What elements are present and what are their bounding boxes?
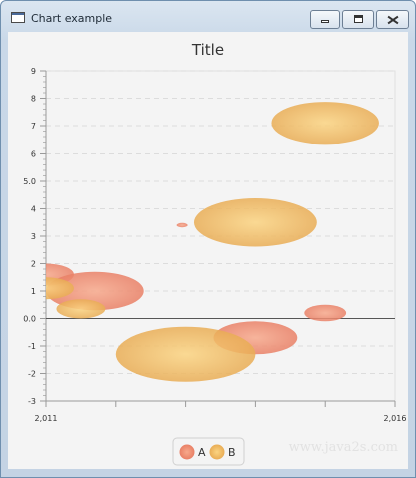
- y-tick-label: 9: [31, 67, 36, 76]
- legend-symbol-a: [179, 444, 195, 460]
- bubble-b: [193, 198, 317, 247]
- x-tick-label: 2,011: [35, 414, 58, 423]
- y-tick-label: 3: [31, 232, 36, 241]
- window-icon: [11, 12, 25, 23]
- y-tick-label: 5.0: [23, 177, 36, 186]
- bubble-a: [176, 222, 188, 228]
- minimize-button[interactable]: [310, 10, 340, 29]
- bubble-b: [271, 102, 379, 145]
- window-title: Chart example: [31, 12, 113, 25]
- y-tick-label: -2: [28, 370, 36, 379]
- y-tick-label: 4: [31, 205, 36, 214]
- close-button[interactable]: [376, 10, 409, 29]
- bubble-b: [46, 277, 74, 300]
- watermark: www.java2s.com: [288, 440, 398, 455]
- legend-label-b: B: [228, 446, 236, 459]
- maximize-button[interactable]: [342, 10, 374, 29]
- y-tick-label: 1: [31, 287, 36, 296]
- x-tick-label: 2,016: [384, 414, 407, 423]
- legend-symbol-b: [209, 444, 225, 460]
- title-bar[interactable]: Chart example: [1, 1, 415, 31]
- bubble-b: [56, 299, 106, 319]
- y-tick-label: 0.0: [23, 315, 36, 324]
- y-tick-label: 6: [31, 150, 36, 159]
- legend-label-a: A: [198, 446, 206, 459]
- chart-title: Title: [191, 41, 224, 59]
- bubble-b: [115, 326, 256, 382]
- bubble-a: [304, 304, 347, 322]
- y-tick-label: 8: [31, 95, 36, 104]
- y-tick-label: 7: [31, 122, 36, 131]
- bubble-chart: Title 9 8 7 6 5.0 4 3 2 1 0.0 -1 -2 -3 2,011 2,016 A B: [23, 41, 407, 466]
- y-tick-label: 2: [31, 260, 36, 269]
- y-tick-label: -1: [28, 342, 36, 351]
- y-tick-label: -3: [28, 397, 36, 406]
